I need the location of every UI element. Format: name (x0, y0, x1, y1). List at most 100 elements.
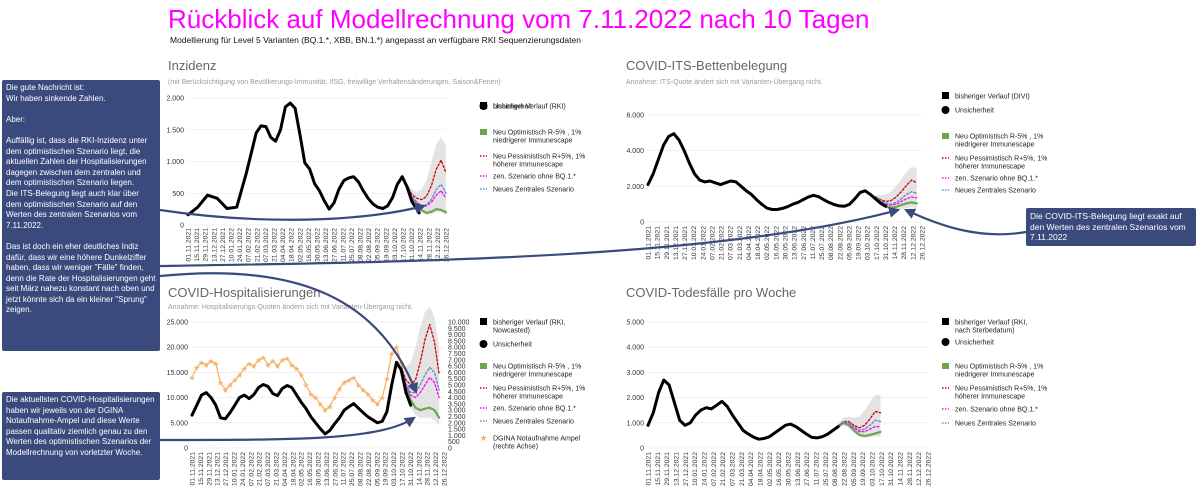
legend-label-uncertainty: Unsicherheit (955, 108, 994, 115)
y2-tick-label: 3.000 (448, 408, 466, 415)
chart-title: COVID-ITS-Bettenbelegung (626, 58, 787, 73)
y-tick-label: 0 (640, 220, 644, 227)
dgina-marker: ★ (374, 400, 381, 409)
x-tick-label: 02.05.2022 (299, 452, 306, 486)
series-dgina (191, 346, 412, 411)
x-tick-label: 30.05.2022 (315, 228, 322, 262)
y-tick-label: 1.500 (166, 127, 184, 134)
dgina-marker: ★ (379, 394, 386, 403)
arrow-to-incidence (159, 202, 427, 221)
series-optimistic (400, 368, 441, 419)
x-tick-label: 31.10.2022 (888, 452, 895, 486)
x-tick-label: 16.05.2022 (776, 452, 783, 486)
dgina-marker: ★ (307, 390, 314, 399)
dgina-marker: ★ (250, 362, 257, 371)
chart-its: COVID-ITS-Bettenbelegung Annahme: ITS-Quo… (626, 58, 1047, 260)
y2-tick-label: 6.500 (448, 364, 466, 371)
series-new-central (874, 191, 918, 205)
y2-tick-label: 9.500 (448, 326, 466, 333)
x-tick-label: 12.12.2022 (435, 228, 442, 262)
x-tick-label: 28.11.2022 (901, 226, 908, 260)
y2-tick-label: 5.000 (448, 383, 466, 390)
legend-swatch-optimistic (480, 363, 487, 369)
x-tick-label: 01.11.2021 (646, 226, 653, 260)
y-tick-label: 6.000 (626, 113, 644, 120)
x-tick-label: 05.09.2022 (846, 226, 853, 260)
series-history (186, 101, 421, 217)
y2-tick-label: 0 (448, 446, 452, 453)
legend-label-uncertainty: Unsicherheit (493, 104, 532, 111)
x-tick-label: 13.12.2021 (673, 226, 680, 260)
legend-label-new_central: Neues Zentrales Szenario (955, 188, 1036, 195)
dgina-marker: ★ (326, 402, 333, 411)
series-history (646, 378, 840, 441)
chart-incidence: Inzidenz (mit Berücksichtigung von Bevölk… (166, 58, 585, 262)
legend-label-optimistic: niedrigerer Immunescape (955, 372, 1034, 379)
legend-label-pessimistic: Neu Pessimistisch R+5%, 1% (493, 154, 585, 161)
arrow-to-hospitalisation (159, 272, 418, 395)
y-tick-label: 5.000 (626, 320, 644, 327)
legend-swatch-optimistic (942, 133, 949, 139)
x-tick-label: 22.08.2022 (366, 228, 373, 262)
x-tick-label: 22.08.2022 (366, 452, 373, 486)
note-right-text: Die COVID-ITS-Belegung liegt exakt auf d… (1030, 211, 1189, 243)
x-tick-label: 12.12.2022 (433, 452, 440, 486)
legend: bisheriger Verlauf (RKI,nach Sterbedatum… (941, 318, 1047, 428)
x-tick-label: 16.05.2022 (307, 452, 314, 486)
dgina-marker: ★ (226, 381, 233, 390)
x-tick-label: 13.06.2022 (324, 452, 331, 486)
x-tick-label: 13.12.2021 (674, 452, 681, 486)
legend-swatch-uncertainty (941, 338, 950, 346)
x-tick-label: 19.09.2022 (383, 452, 390, 486)
x-tick-label: 11.07.2022 (810, 226, 817, 260)
legend-swatch-uncertainty (941, 106, 950, 114)
legend-label-history: nach Sterbedatum) (955, 328, 1015, 335)
x-tick-label: 29.11.2021 (206, 452, 213, 486)
y-tick-label: 10.000 (167, 395, 189, 402)
series-history (190, 360, 413, 436)
x-tick-label: 13.12.2021 (211, 228, 218, 262)
y-tick-label: 0 (180, 223, 184, 230)
x-tick-label: 28.11.2022 (425, 452, 432, 486)
dgina-marker: ★ (336, 385, 343, 394)
legend-label-new_central: Neues Zentrales Szenario (493, 187, 574, 194)
x-tick-label: 10.01.2022 (692, 452, 699, 486)
dgina-marker: ★ (298, 371, 305, 380)
dgina-marker: ★ (350, 373, 357, 382)
x-tick-label: 26.12.2022 (444, 228, 451, 262)
x-tick-label: 29.11.2021 (664, 452, 671, 486)
x-tick-label: 30.05.2022 (783, 226, 790, 260)
legend-label-history: bisheriger Verlauf (RKI, (493, 320, 565, 327)
x-tick-label: 08.08.2022 (358, 228, 365, 262)
legend-swatch-history (480, 318, 487, 325)
x-tick-label: 15.11.2021 (655, 226, 662, 260)
y-tick-label: 4.000 (626, 345, 644, 352)
x-tick-label: 01.11.2021 (190, 452, 197, 486)
y-tick-label: 2.000 (626, 184, 644, 191)
note-right: Die COVID-ITS-Belegung liegt exakt auf d… (1026, 208, 1196, 246)
x-tick-label: 13.06.2022 (792, 226, 799, 260)
dgina-marker: ★ (255, 356, 262, 365)
x-tick-label: 18.04.2022 (289, 228, 296, 262)
y-tick-label: 2.000 (626, 395, 644, 402)
note-left-top: Die gute Nachricht ist: Wir haben sinken… (2, 80, 160, 351)
dgina-marker: ★ (293, 365, 300, 374)
x-tick-label: 17.10.2022 (874, 226, 881, 260)
x-tick-label: 08.08.2022 (828, 226, 835, 260)
series-pessimistic (874, 179, 918, 203)
dgina-marker: ★ (369, 396, 376, 405)
x-tick-label: 21.02.2022 (254, 228, 261, 262)
dgina-marker: ★ (217, 378, 224, 387)
y-tick-label: 2.000 (166, 96, 184, 103)
x-tick-label: 22.08.2022 (837, 226, 844, 260)
x-tick-label: 25.07.2022 (349, 228, 356, 262)
dgina-marker: ★ (345, 376, 352, 385)
legend: bisheriger Verlauf (RKI,Nowcasted) Unsich… (479, 318, 585, 451)
series-optimistic (406, 185, 448, 214)
dgina-marker: ★ (288, 361, 295, 370)
dgina-marker: ★ (312, 394, 319, 403)
x-tick-label: 14.11.2022 (892, 226, 899, 260)
charts-layer: Inzidenz (mit Berücksichtigung von Bevölk… (166, 58, 1047, 486)
arrow-to-its (159, 206, 901, 268)
x-tick-label: 29.11.2021 (203, 228, 210, 262)
